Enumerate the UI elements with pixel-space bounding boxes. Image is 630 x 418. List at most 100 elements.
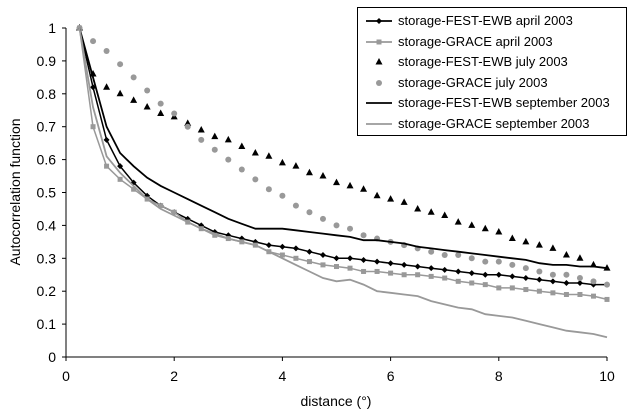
y-tick-label: 0.6	[37, 152, 57, 168]
data-point	[104, 163, 110, 169]
data-point	[442, 275, 448, 281]
data-point	[293, 255, 299, 261]
data-point	[360, 256, 367, 263]
legend-item: storage-FEST-EWB july 2003	[358, 52, 626, 72]
data-point	[306, 259, 312, 265]
data-point	[89, 70, 97, 77]
data-point	[347, 225, 354, 232]
y-tick-label: 0.3	[37, 250, 57, 266]
x-tick-label: 10	[599, 368, 615, 384]
data-point	[184, 123, 191, 130]
data-point	[131, 186, 137, 192]
data-point	[549, 244, 557, 251]
series-4	[76, 25, 610, 288]
data-point	[563, 279, 570, 286]
data-point	[319, 215, 326, 222]
data-point	[562, 251, 570, 258]
data-point	[347, 265, 353, 271]
x-tick-label: 2	[170, 368, 178, 384]
data-point	[279, 192, 286, 199]
legend-label: storage-GRACE april 2003	[398, 33, 553, 49]
data-point	[292, 245, 299, 252]
data-point	[482, 271, 489, 278]
legend-swatch-icon	[375, 58, 383, 65]
series-line	[78, 27, 608, 301]
data-point	[117, 176, 123, 182]
data-point	[278, 158, 286, 166]
data-point	[414, 263, 421, 270]
data-point	[333, 255, 340, 262]
y-tick-label: 0.1	[37, 316, 57, 332]
data-point	[509, 261, 516, 268]
y-tick-label: 0.9	[37, 53, 57, 69]
data-point	[522, 237, 530, 245]
data-point	[441, 252, 448, 259]
data-point	[292, 202, 299, 209]
data-point	[415, 272, 421, 278]
data-point	[90, 38, 97, 45]
y-tick-label: 0.7	[37, 119, 57, 135]
data-point	[427, 208, 435, 215]
data-point	[103, 48, 110, 55]
y-tick-label: 0	[48, 349, 56, 365]
data-point	[428, 273, 434, 279]
data-point	[536, 288, 542, 294]
data-point	[508, 234, 516, 242]
data-point	[590, 278, 597, 285]
data-point	[306, 209, 313, 216]
legend-swatch-icon	[366, 39, 392, 44]
data-point	[428, 265, 435, 272]
series-3	[76, 24, 611, 271]
data-point	[590, 293, 596, 299]
data-point	[211, 132, 219, 140]
legend-label: storage-FEST-EWB july 2003	[398, 54, 568, 69]
legend-swatch-icon	[366, 122, 392, 125]
y-tick-label: 0.8	[37, 86, 57, 102]
data-point	[509, 285, 515, 291]
data-point	[333, 222, 340, 229]
data-point	[563, 291, 569, 297]
data-point	[373, 191, 381, 199]
tick-labels: 00.10.20.30.40.50.60.70.80.910 2 4 6 8 10	[37, 20, 615, 384]
data-point	[319, 252, 326, 259]
data-point	[374, 268, 380, 274]
data-point	[536, 276, 543, 283]
data-point	[482, 258, 489, 265]
legend-item: storage-FEST-EWB april 2003	[358, 11, 626, 31]
data-point	[306, 248, 313, 255]
y-tick-label: 0.2	[37, 283, 57, 299]
data-point	[388, 270, 394, 276]
data-point	[455, 252, 462, 259]
data-point	[549, 271, 556, 278]
series-line	[78, 27, 608, 339]
data-point	[387, 260, 394, 267]
data-point	[401, 261, 408, 268]
series-line	[78, 27, 608, 270]
data-point	[320, 262, 326, 268]
data-point	[158, 203, 164, 209]
y-tick-label: 0.5	[37, 185, 57, 201]
data-point	[576, 275, 583, 282]
series-layer	[76, 24, 611, 339]
data-point	[279, 243, 286, 250]
data-point	[523, 287, 529, 293]
data-point	[522, 275, 529, 282]
x-tick-label: 4	[279, 368, 287, 384]
data-point	[454, 218, 462, 225]
data-point	[360, 232, 367, 239]
data-point	[468, 221, 476, 228]
data-point	[144, 87, 151, 94]
data-point	[116, 89, 124, 97]
data-point	[481, 224, 489, 232]
legend-item: storage-GRACE april 2003	[358, 32, 626, 52]
data-point	[563, 271, 570, 278]
x-axis-label: distance (°)	[301, 393, 372, 409]
data-point	[550, 290, 556, 296]
y-axis-label: Autocorrelation function	[7, 118, 23, 265]
data-point	[400, 198, 408, 205]
data-point	[495, 271, 502, 278]
legend-label: storage-GRACE september 2003	[398, 115, 590, 131]
legend-item: storage-GRACE september 2003	[358, 114, 626, 134]
data-point	[387, 195, 395, 202]
legend-marker	[376, 39, 382, 44]
